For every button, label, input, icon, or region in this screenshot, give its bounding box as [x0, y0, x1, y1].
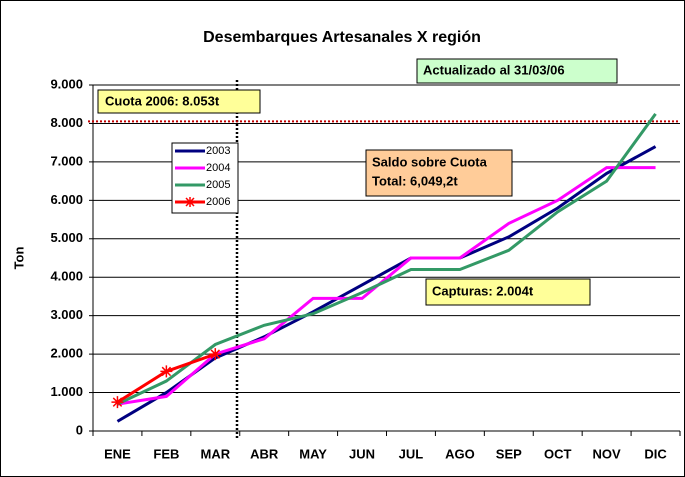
x-tick-label: MAR: [200, 446, 230, 461]
annotation-box: [425, 278, 591, 306]
y-tick-label: 9.000: [50, 76, 83, 91]
series-line: [116, 145, 657, 423]
legend-label: 2003: [206, 145, 230, 157]
x-tick-label: DIC: [644, 446, 667, 461]
quota-label: Cuota 2006: 8.053t: [105, 93, 220, 108]
y-tick-label: 0: [76, 422, 83, 437]
legend-label: 2005: [206, 179, 230, 191]
annotation-text: Capturas: 2.004t: [432, 283, 534, 298]
x-tick-label: MAY: [299, 446, 327, 461]
marker: [209, 348, 222, 361]
marker: [160, 365, 173, 378]
series-line: [116, 112, 657, 406]
marker: [111, 396, 124, 409]
x-tick-label: SEP: [496, 446, 522, 461]
quota-box: [97, 89, 261, 114]
chart-title: Desembarques Artesanales X región: [203, 29, 481, 46]
y-axis-label: Ton: [11, 247, 26, 270]
annotation-text: Actualizado al 31/03/06: [423, 62, 565, 77]
annotation-box: [416, 58, 618, 84]
y-tick-label: 8.000: [50, 115, 83, 130]
y-tick-label: 3.000: [50, 307, 83, 322]
y-tick-label: 4.000: [50, 269, 83, 284]
x-tick-label: JUL: [399, 446, 424, 461]
annotation-text: Total: 6,049,2t: [372, 173, 458, 188]
annotation-box: [365, 149, 513, 197]
y-tick-label: 5.000: [50, 230, 83, 245]
legend-label: 2004: [206, 162, 230, 174]
series-line: [117, 166, 656, 406]
x-tick-label: FEB: [153, 446, 179, 461]
x-tick-label: AGO: [445, 446, 475, 461]
x-tick-label: OCT: [544, 446, 572, 461]
x-tick-label: NOV: [593, 446, 622, 461]
y-tick-label: 7.000: [50, 153, 83, 168]
y-tick-label: 2.000: [50, 346, 83, 361]
x-tick-label: ENE: [104, 446, 131, 461]
legend-label: 2006: [206, 196, 230, 208]
legend-marker: [185, 197, 195, 207]
x-tick-label: ABR: [250, 446, 279, 461]
y-tick-label: 1.000: [50, 384, 83, 399]
y-tick-label: 6.000: [50, 192, 83, 207]
x-tick-label: JUN: [349, 446, 375, 461]
annotation-text: Saldo sobre Cuota: [372, 154, 488, 169]
